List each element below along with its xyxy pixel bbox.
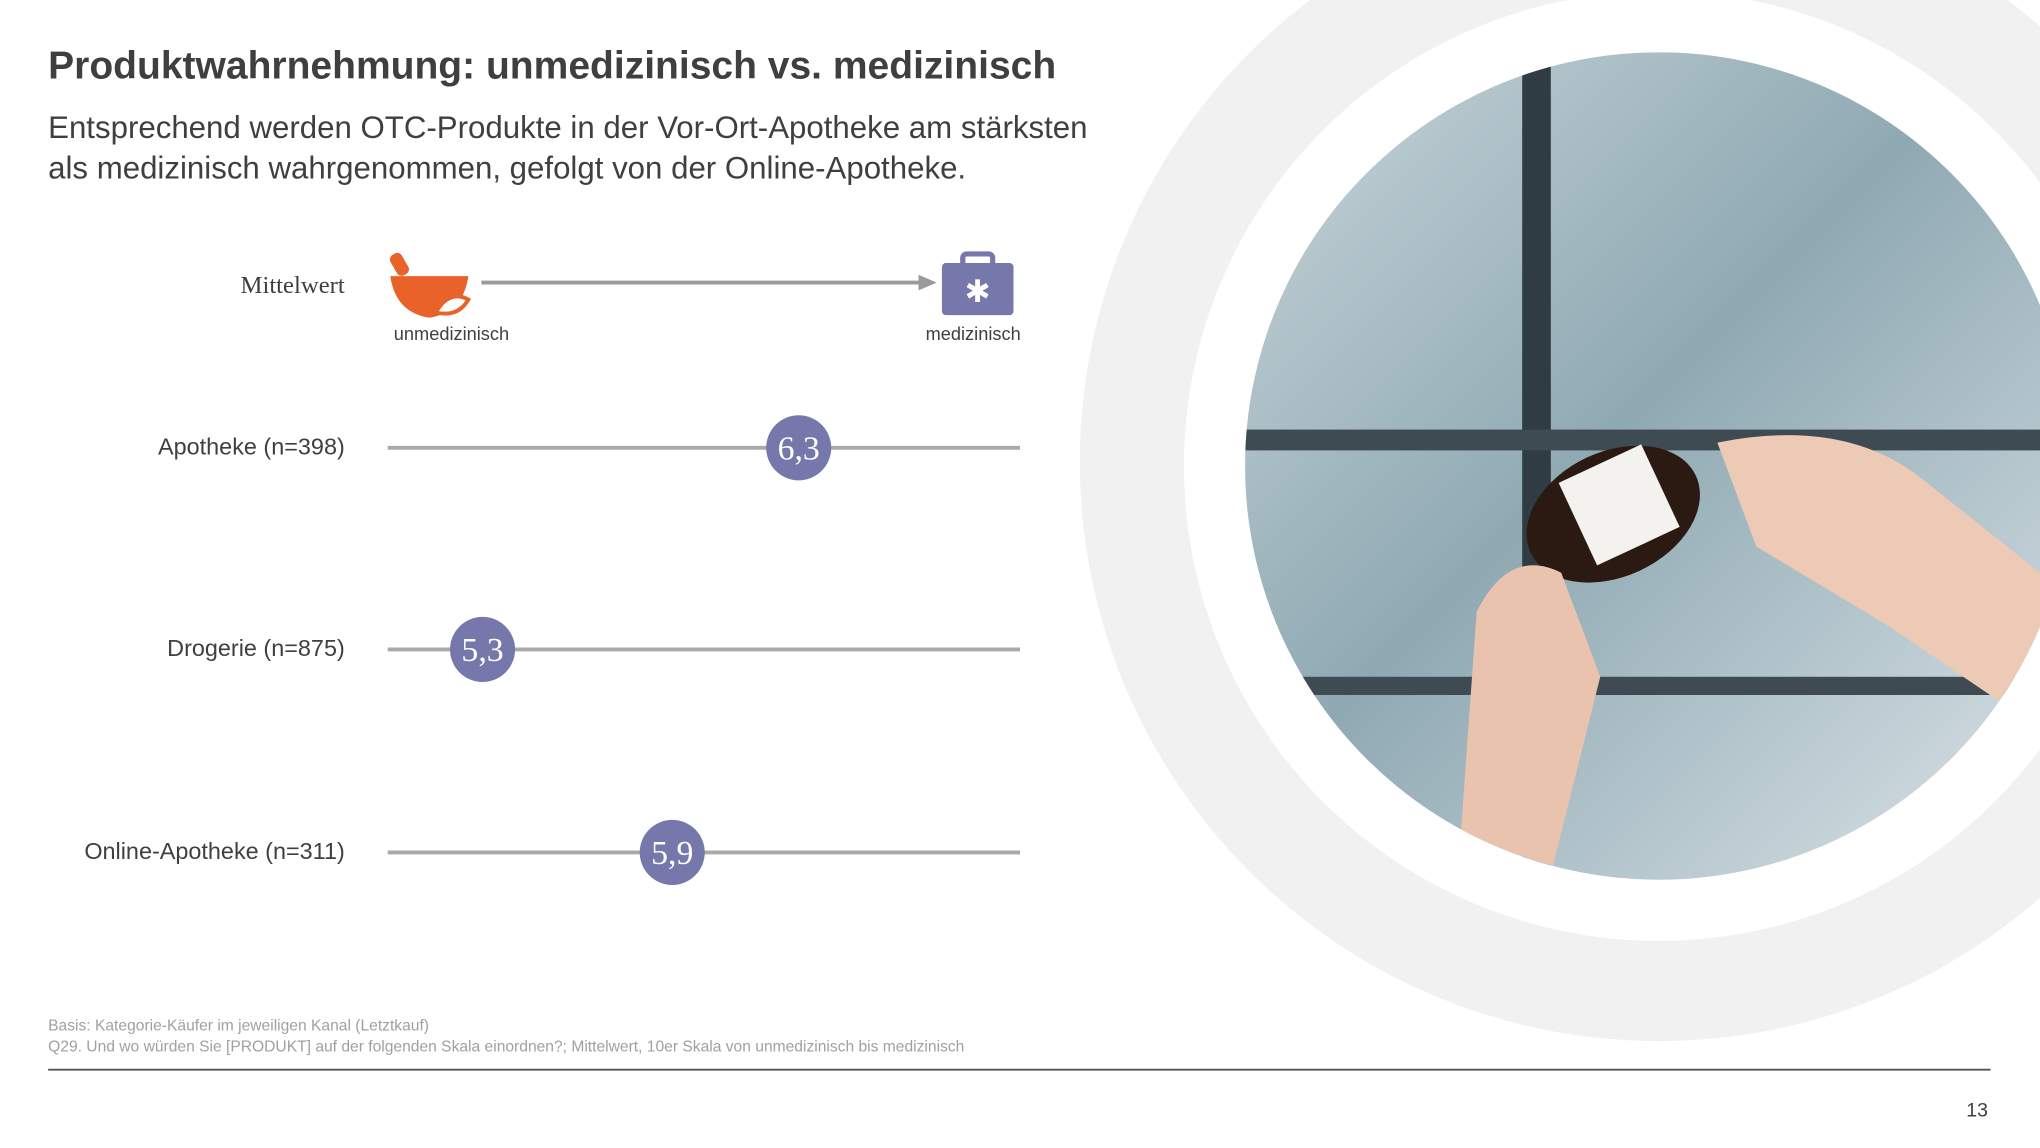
scale-label: unmedizinisch: [394, 324, 509, 344]
scale-label: medizinisch: [926, 324, 1021, 344]
page-number: 13: [1966, 1100, 1988, 1122]
category-label: Apotheke (n=398): [158, 433, 345, 459]
category-label: Drogerie (n=875): [167, 635, 345, 661]
category-label: Online-Apotheke (n=311): [84, 838, 344, 864]
plot: Apotheke (n=398) 6,3 Drogerie (n=875) 5,3 On…: [84, 415, 1020, 885]
dot: [450, 616, 516, 682]
value-label: 6,3: [778, 431, 820, 468]
unmedizinisch-icon: [389, 252, 472, 318]
scale-arrow-head: [918, 274, 937, 291]
title: Produktwahrnehmung: unmedizinisch vs. me…: [48, 44, 1056, 87]
svg-text:✱: ✱: [965, 274, 991, 309]
subtitle: als medizinisch wahrgenommen, gefolgt vo…: [48, 150, 966, 185]
subtitle: Entsprechend werden OTC-Produkte in der …: [48, 110, 1087, 145]
value-label: 5,9: [651, 835, 693, 872]
footnote: Basis: Kategorie-Käufer im jeweiligen Ka…: [48, 1018, 429, 1035]
photo: [1245, 52, 2040, 880]
value-label: 5,3: [461, 632, 503, 669]
medizinisch-icon: ✱: [941, 251, 1014, 316]
dot: [766, 415, 832, 481]
dot: [639, 819, 705, 885]
legend-label: Mittelwert: [240, 272, 344, 299]
footnote: Q29. Und wo würden Sie [PRODUKT] auf der…: [48, 1038, 964, 1055]
